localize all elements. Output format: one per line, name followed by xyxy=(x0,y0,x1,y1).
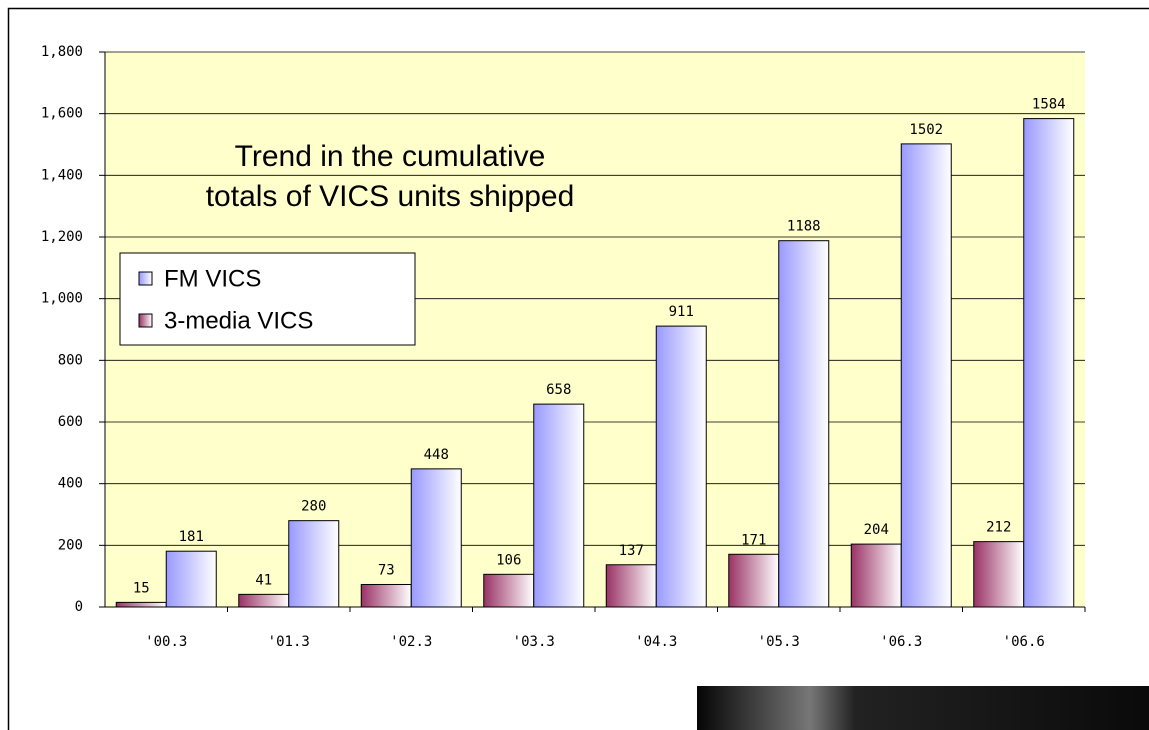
bar xyxy=(238,593,290,608)
chart-title: Trend in the cumulative xyxy=(235,140,546,173)
x-tick-label: '06.6 xyxy=(1003,634,1045,650)
data-label: 658 xyxy=(546,382,571,398)
x-tick-label: '04.3 xyxy=(635,634,677,650)
data-label: 448 xyxy=(424,447,449,463)
legend-label: 3-media VICS xyxy=(164,307,313,334)
data-label: 73 xyxy=(378,562,395,578)
frame xyxy=(7,7,1149,730)
bar xyxy=(288,520,340,608)
bar xyxy=(605,564,657,608)
data-label: 41 xyxy=(255,572,272,588)
photo xyxy=(697,686,1149,730)
data-label: 15 xyxy=(133,580,150,596)
x-tick-label: '02.3 xyxy=(390,634,432,650)
bar xyxy=(850,543,902,608)
data-label: 204 xyxy=(864,522,889,538)
x-tick-label: '06.3 xyxy=(880,634,922,650)
data-label: 280 xyxy=(301,499,326,515)
data-label: 212 xyxy=(986,520,1011,536)
x-tick-label: '03.3 xyxy=(513,634,555,650)
data-label: 106 xyxy=(496,552,521,568)
bar xyxy=(360,583,412,608)
legend-box xyxy=(119,252,416,346)
y-tick-label: 800 xyxy=(58,352,83,368)
data-label: 137 xyxy=(619,543,644,559)
data-label: 1502 xyxy=(909,122,943,138)
legend-label: FM VICS xyxy=(164,265,261,292)
y-tick-label: 400 xyxy=(58,476,83,492)
bar xyxy=(778,240,830,608)
y-tick-label: 1,000 xyxy=(41,291,83,307)
bar xyxy=(973,541,1025,608)
y-tick-label: 1,200 xyxy=(41,229,83,245)
y-tick-label: 600 xyxy=(58,414,83,430)
x-tick-label: '01.3 xyxy=(268,634,310,650)
data-label: 911 xyxy=(669,304,694,320)
data-label: 181 xyxy=(179,529,204,545)
legend-swatch xyxy=(138,313,153,328)
data-label: 171 xyxy=(741,532,766,548)
data-label: 1188 xyxy=(787,219,821,235)
x-tick-label: '00.3 xyxy=(145,634,187,650)
bar xyxy=(410,468,462,608)
y-tick-label: 200 xyxy=(58,537,83,553)
x-tick-label: '05.3 xyxy=(758,634,800,650)
y-tick-label: 1,600 xyxy=(41,106,83,122)
bar xyxy=(533,403,585,608)
bar xyxy=(900,143,952,608)
y-tick-label: 1,800 xyxy=(41,44,83,60)
chart-title: totals of VICS units shipped xyxy=(206,180,575,213)
bar xyxy=(1023,118,1075,608)
y-tick-label: 0 xyxy=(75,599,83,615)
bar xyxy=(483,573,535,608)
data-label: 1584 xyxy=(1032,97,1066,113)
bar xyxy=(115,601,167,608)
legend-swatch xyxy=(138,271,153,286)
bar xyxy=(165,550,217,608)
y-tick-label: 1,400 xyxy=(41,167,83,183)
bar xyxy=(655,325,707,608)
bar xyxy=(728,553,780,608)
